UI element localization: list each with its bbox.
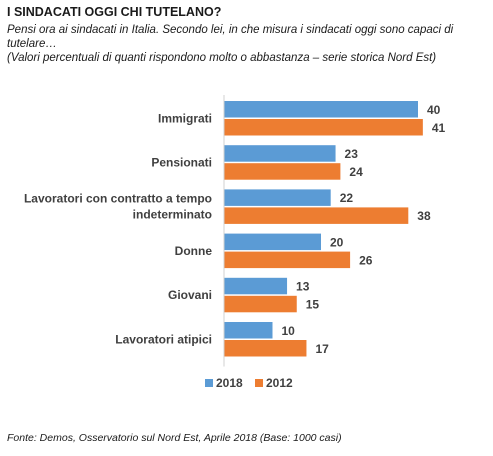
data-label: 17 bbox=[315, 342, 329, 356]
chart-title: I SINDACATI OGGI CHI TUTELANO? bbox=[7, 5, 222, 19]
category-label-line: Lavoratori atipici bbox=[115, 332, 212, 346]
category-label-line: indeterminato bbox=[133, 208, 212, 222]
category-label: Giovani bbox=[168, 288, 212, 302]
category-label-line: Pensionati bbox=[151, 155, 212, 169]
bar-chart: Immigrati 40 41 Pensionati 23 24 Lavoratori co… bbox=[24, 95, 446, 390]
category-label: Immigrati bbox=[158, 111, 212, 125]
data-label: 15 bbox=[306, 298, 320, 312]
category-label-line: Giovani bbox=[168, 288, 212, 302]
data-label: 26 bbox=[359, 253, 373, 267]
category-label: Lavoratori atipici bbox=[115, 332, 212, 346]
bar-2012 bbox=[224, 295, 297, 313]
category-label-line: Lavoratori con contratto a tempo bbox=[24, 192, 212, 206]
data-label: 20 bbox=[330, 235, 344, 249]
category-label: Lavoratori con contratto a tempo indeterm… bbox=[24, 192, 212, 222]
bar-2012 bbox=[224, 119, 423, 136]
chart-subtitle: Pensi ora ai sindacati in Italia. Second… bbox=[7, 24, 454, 50]
data-label: 24 bbox=[349, 165, 363, 179]
category-label-line: Donne bbox=[175, 244, 213, 258]
bar-2012 bbox=[224, 340, 307, 357]
data-label: 38 bbox=[417, 209, 431, 223]
bar-2012 bbox=[224, 207, 409, 224]
data-label: 13 bbox=[296, 280, 310, 294]
bar-2012 bbox=[224, 163, 341, 180]
data-label: 23 bbox=[345, 147, 359, 161]
chart-source: Fonte: Demos, Osservatorio sul Nord Est,… bbox=[7, 432, 342, 444]
data-label: 22 bbox=[340, 191, 354, 205]
data-label: 41 bbox=[432, 121, 446, 135]
bar-2018 bbox=[224, 101, 418, 118]
data-label: 10 bbox=[282, 324, 296, 338]
category-label-line: Immigrati bbox=[158, 111, 212, 125]
chart-note: (Valori percentuali di quanti rispondono… bbox=[7, 52, 437, 64]
bar-2018 bbox=[224, 277, 288, 295]
legend-label: 2012 bbox=[266, 376, 293, 390]
data-label: 40 bbox=[427, 103, 441, 117]
category-label: Pensionati bbox=[151, 155, 212, 169]
bar-2012 bbox=[224, 251, 351, 269]
bar-2018 bbox=[224, 233, 321, 251]
legend-swatch-2018 bbox=[205, 379, 213, 387]
bar-2018 bbox=[224, 145, 336, 162]
bar-2018 bbox=[224, 189, 331, 206]
legend-label: 2018 bbox=[216, 376, 243, 390]
bar-2018 bbox=[224, 322, 273, 339]
category-label: Donne bbox=[175, 244, 213, 258]
legend-swatch-2012 bbox=[255, 379, 263, 387]
